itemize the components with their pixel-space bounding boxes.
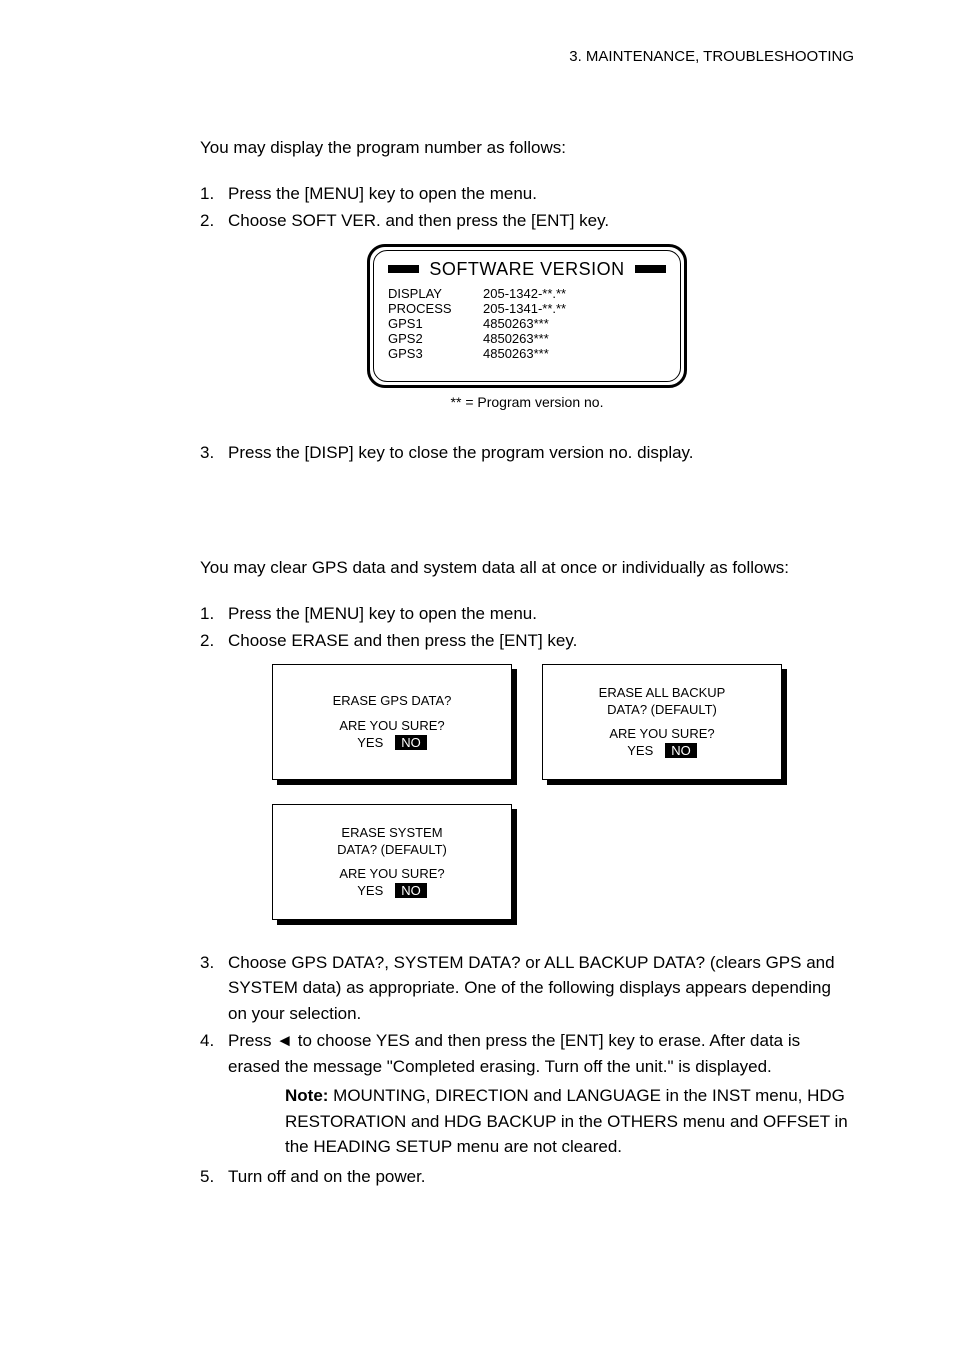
intro-paragraph-2: You may clear GPS data and system data a… xyxy=(200,555,854,581)
sv-value: 205-1341-**.** xyxy=(483,301,566,316)
sv-rows: DISPLAY205-1342-**.** PROCESS205-1341-**… xyxy=(388,286,666,361)
list-text: Press ◄ to choose YES and then press the… xyxy=(228,1031,800,1076)
title-bar-left xyxy=(388,265,419,273)
procedure-list-2b: 3. Choose GPS DATA?, SYSTEM DATA? or ALL … xyxy=(200,950,854,1080)
erase-card-allbackup: ERASE ALL BACKUP DATA? (DEFAULT) ARE YOU… xyxy=(542,664,782,780)
list-item: 5. Turn off and on the power. xyxy=(200,1164,854,1190)
note-text: MOUNTING, DIRECTION and LANGUAGE in the … xyxy=(285,1086,848,1156)
erase-card-gps: ERASE GPS DATA? ARE YOU SURE? YES NO xyxy=(272,664,512,780)
software-version-box-inner: SOFTWARE VERSION DISPLAY205-1342-**.** P… xyxy=(373,250,681,382)
sv-row: GPS34850263*** xyxy=(388,346,666,361)
erase-title: ERASE GPS DATA? xyxy=(333,693,452,710)
page-header: 3. MAINTENANCE, TROUBLESHOOTING xyxy=(200,48,854,65)
list-text: Press the [MENU] key to open the menu. xyxy=(228,184,537,203)
list-number: 1. xyxy=(200,601,214,627)
software-version-box-wrap: SOFTWARE VERSION DISPLAY205-1342-**.** P… xyxy=(200,244,854,388)
sv-row: PROCESS205-1341-**.** xyxy=(388,301,666,316)
erase-question: ARE YOU SURE? xyxy=(339,866,444,881)
title-bar-right xyxy=(635,265,666,273)
no-option[interactable]: NO xyxy=(395,735,427,750)
title-line2: DATA? (DEFAULT) xyxy=(607,702,717,717)
list-number: 2. xyxy=(200,208,214,234)
title-line1: ERASE ALL BACKUP xyxy=(599,685,726,700)
no-option[interactable]: NO xyxy=(395,883,427,898)
erase-row-1: ERASE GPS DATA? ARE YOU SURE? YES NO ERAS… xyxy=(272,664,782,780)
list-item: 3. Press the [DISP] key to close the prog… xyxy=(200,440,854,466)
list-number: 5. xyxy=(200,1164,214,1190)
procedure-list-1b: 3. Press the [DISP] key to close the prog… xyxy=(200,440,854,466)
card-face: ERASE SYSTEM DATA? (DEFAULT) ARE YOU SUR… xyxy=(272,804,512,920)
procedure-list-2a: 1. Press the [MENU] key to open the menu.… xyxy=(200,601,854,654)
software-version-box: SOFTWARE VERSION DISPLAY205-1342-**.** P… xyxy=(367,244,687,388)
list-text: Choose SOFT VER. and then press the [ENT… xyxy=(228,211,609,230)
sv-label: GPS2 xyxy=(388,331,483,346)
list-item: 4. Press ◄ to choose YES and then press t… xyxy=(200,1028,854,1079)
erase-title: ERASE ALL BACKUP DATA? (DEFAULT) xyxy=(599,685,726,719)
title-line1: ERASE SYSTEM xyxy=(341,825,442,840)
erase-yes-no: YES NO xyxy=(357,735,427,750)
sv-value: 4850263*** xyxy=(483,331,549,346)
list-item: 1. Press the [MENU] key to open the menu. xyxy=(200,601,854,627)
list-item: 2. Choose SOFT VER. and then press the [E… xyxy=(200,208,854,234)
yes-option[interactable]: YES xyxy=(357,735,383,750)
list-text: Press the [MENU] key to open the menu. xyxy=(228,604,537,623)
no-option[interactable]: NO xyxy=(665,743,697,758)
list-text: Turn off and on the power. xyxy=(228,1167,426,1186)
intro-paragraph-1: You may display the program number as fo… xyxy=(200,135,854,161)
list-item: 2. Choose ERASE and then press the [ENT] … xyxy=(200,628,854,654)
procedure-list-1: 1. Press the [MENU] key to open the menu.… xyxy=(200,181,854,234)
erase-row-2: ERASE SYSTEM DATA? (DEFAULT) ARE YOU SUR… xyxy=(272,804,782,920)
sv-title-row: SOFTWARE VERSION xyxy=(388,259,666,280)
sv-title: SOFTWARE VERSION xyxy=(429,259,624,280)
card-face: ERASE ALL BACKUP DATA? (DEFAULT) ARE YOU… xyxy=(542,664,782,780)
yes-option[interactable]: YES xyxy=(627,743,653,758)
erase-question: ARE YOU SURE? xyxy=(339,718,444,733)
list-text: Choose ERASE and then press the [ENT] ke… xyxy=(228,631,577,650)
sv-label: GPS3 xyxy=(388,346,483,361)
title-line2: DATA? (DEFAULT) xyxy=(337,842,447,857)
yes-option[interactable]: YES xyxy=(357,883,383,898)
list-number: 4. xyxy=(200,1028,214,1054)
list-text: Choose GPS DATA?, SYSTEM DATA? or ALL BA… xyxy=(228,953,835,1023)
list-number: 3. xyxy=(200,950,214,976)
erase-card-system: ERASE SYSTEM DATA? (DEFAULT) ARE YOU SUR… xyxy=(272,804,512,920)
erase-yes-no: YES NO xyxy=(627,743,697,758)
list-text: Press the [DISP] key to close the progra… xyxy=(228,443,694,462)
sv-row: DISPLAY205-1342-**.** xyxy=(388,286,666,301)
sv-row: GPS14850263*** xyxy=(388,316,666,331)
erase-prompts: ERASE GPS DATA? ARE YOU SURE? YES NO ERAS… xyxy=(200,664,854,920)
card-face: ERASE GPS DATA? ARE YOU SURE? YES NO xyxy=(272,664,512,780)
sv-value: 4850263*** xyxy=(483,346,549,361)
list-item: 1. Press the [MENU] key to open the menu. xyxy=(200,181,854,207)
list-number: 1. xyxy=(200,181,214,207)
note-block: Note: MOUNTING, DIRECTION and LANGUAGE i… xyxy=(200,1083,854,1160)
sv-label: GPS1 xyxy=(388,316,483,331)
sv-footnote: ** = Program version no. xyxy=(200,394,854,410)
sv-value: 205-1342-**.** xyxy=(483,286,566,301)
erase-question: ARE YOU SURE? xyxy=(609,726,714,741)
sv-label: DISPLAY xyxy=(388,286,483,301)
sv-value: 4850263*** xyxy=(483,316,549,331)
procedure-list-2c: 5. Turn off and on the power. xyxy=(200,1164,854,1190)
erase-title: ERASE SYSTEM DATA? (DEFAULT) xyxy=(337,825,447,859)
sv-row: GPS24850263*** xyxy=(388,331,666,346)
list-item: 3. Choose GPS DATA?, SYSTEM DATA? or ALL … xyxy=(200,950,854,1027)
sv-label: PROCESS xyxy=(388,301,483,316)
list-number: 3. xyxy=(200,440,214,466)
list-number: 2. xyxy=(200,628,214,654)
note-label: Note: xyxy=(285,1086,328,1105)
erase-yes-no: YES NO xyxy=(357,883,427,898)
